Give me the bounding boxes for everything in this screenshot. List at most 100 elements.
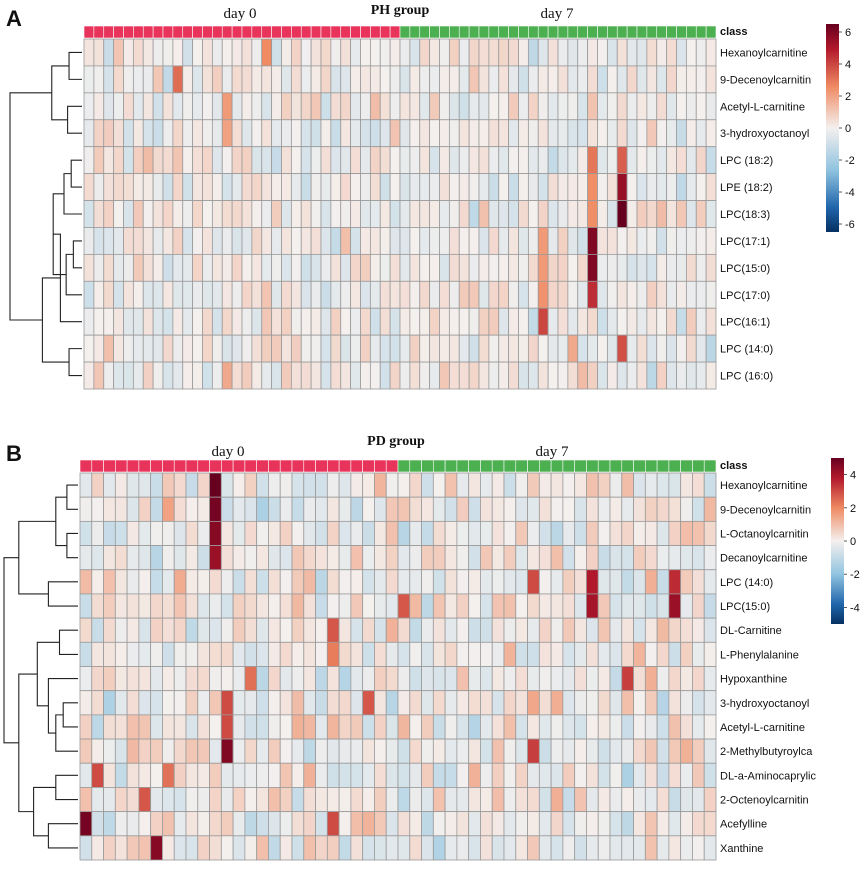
heatmap-cell — [409, 119, 421, 148]
heatmap-cell — [220, 714, 234, 740]
heatmap-cell — [303, 835, 316, 861]
heatmap-cell — [656, 738, 670, 764]
heatmap-cell — [409, 787, 422, 813]
heatmap-cell — [480, 811, 493, 837]
heatmap-cell — [621, 714, 634, 740]
heatmap-cell — [439, 253, 450, 282]
heatmap-cell — [374, 714, 387, 740]
class-cell — [616, 25, 628, 39]
heatmap-cell — [303, 545, 316, 571]
heatmap-cell — [123, 119, 134, 148]
heatmap-cell — [114, 545, 128, 571]
class-cell — [271, 25, 282, 39]
heatmap-cell — [303, 569, 316, 595]
heatmap-cell — [666, 38, 677, 67]
heatmap-cell — [550, 545, 564, 571]
row-labels-b: Hexanoylcarnitine9-DecenoylcarnitinL-Oct… — [720, 480, 816, 855]
heatmap-cell — [644, 520, 658, 546]
dendrogram-branch — [51, 65, 70, 121]
heatmap-cell — [508, 307, 519, 336]
heatmap-cell — [488, 200, 500, 228]
heatmap-cell — [503, 496, 517, 522]
heatmap-cell — [192, 361, 203, 390]
heatmap-cell — [478, 253, 490, 282]
heatmap-cell — [126, 690, 140, 716]
heatmap-cell — [251, 65, 263, 94]
heatmap-cell — [338, 496, 352, 522]
heatmap-cell — [609, 762, 623, 788]
group-label-day7-b: day 7 — [536, 444, 569, 460]
heatmap-cell — [685, 200, 697, 228]
heatmap-cell — [209, 472, 222, 498]
heatmap-cell — [432, 617, 446, 643]
heatmap-cell — [567, 173, 579, 201]
heatmap-cell — [192, 280, 203, 309]
heatmap-cell — [182, 92, 194, 121]
heatmap-cell — [221, 307, 233, 336]
heatmap-cell — [666, 253, 677, 282]
heatmap-cell — [586, 641, 599, 667]
heatmap-cell — [633, 835, 646, 861]
class-cell — [557, 25, 569, 39]
heatmap-cell — [448, 227, 460, 255]
class-cell — [138, 459, 151, 473]
heatmap-cell — [338, 666, 352, 692]
heatmap-cell — [279, 593, 293, 619]
heatmap-cell — [537, 146, 549, 175]
class-cell — [362, 459, 375, 473]
heatmap-cell — [350, 593, 364, 619]
heatmap-cell — [185, 617, 199, 643]
heatmap-cell — [369, 334, 381, 363]
heatmap-cell — [478, 227, 490, 255]
heatmap-cell — [621, 666, 634, 692]
heatmap-cell — [409, 520, 422, 546]
heatmap-cell — [185, 690, 199, 716]
heatmap-cell — [315, 787, 328, 813]
heatmap-cell — [491, 666, 505, 692]
heatmap-cell — [103, 146, 115, 175]
heatmap-cell — [185, 714, 199, 740]
heatmap-cell — [303, 811, 316, 837]
heatmap-cell — [256, 811, 269, 837]
heatmap-cell — [562, 714, 576, 740]
heatmap-cell — [609, 569, 623, 595]
heatmap-cell — [132, 307, 144, 336]
heatmap-cell — [330, 227, 342, 255]
heatmap-cell — [126, 617, 140, 643]
heatmap-cell — [692, 496, 705, 522]
heatmap-cell — [123, 146, 134, 175]
heatmap-cell — [646, 65, 658, 94]
heatmap-cell — [680, 593, 693, 619]
heatmap-cell — [397, 666, 411, 692]
heatmap-cell — [271, 65, 282, 94]
heatmap-cell — [150, 787, 163, 813]
heatmap-cell — [114, 835, 128, 861]
heatmap-cell — [586, 569, 599, 595]
class-cell — [320, 25, 332, 39]
heatmap-cell — [93, 173, 105, 201]
heatmap-cell — [114, 811, 128, 837]
heatmap-cell — [310, 119, 322, 148]
heatmap-cell — [685, 173, 697, 201]
heatmap-cell — [389, 146, 401, 175]
heatmap-cell — [211, 280, 223, 309]
heatmap-cell — [290, 307, 302, 336]
heatmap-cell — [646, 92, 658, 121]
heatmap-cell — [397, 593, 411, 619]
heatmap-cell — [114, 690, 128, 716]
heatmap-cell — [636, 92, 648, 121]
heatmap-cell — [586, 714, 599, 740]
heatmap-cell — [491, 593, 505, 619]
class-cell — [133, 25, 144, 39]
heatmap-cell — [232, 690, 246, 716]
heatmap-cell — [399, 361, 411, 390]
heatmap-cell — [515, 811, 528, 837]
heatmap-cell — [685, 119, 697, 148]
class-cell — [399, 25, 411, 39]
class-cell — [458, 25, 470, 39]
heatmap-cell — [103, 65, 115, 94]
heatmap-cell — [468, 119, 480, 148]
class-cell — [433, 459, 446, 473]
heatmap-cell — [209, 617, 222, 643]
heatmap-cell — [626, 334, 638, 363]
